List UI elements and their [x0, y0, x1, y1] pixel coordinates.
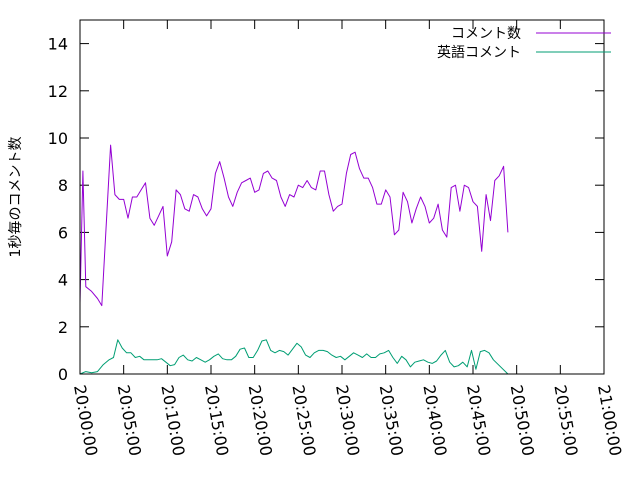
x-tick-label: 20:35:00	[376, 383, 407, 457]
x-tick-label: 20:50:00	[507, 383, 538, 457]
x-tick-labels: 20:00:00 20:05:00 20:10:00 20:15:00 20:20:00…	[70, 383, 625, 457]
x-tick-label: 20:20:00	[245, 383, 276, 457]
y-tick-label: 12	[48, 82, 68, 101]
x-tick-label: 20:40:00	[419, 383, 450, 457]
series-lines	[79, 144, 509, 375]
series-line-2	[79, 339, 509, 375]
x-tick-label: 21:00:00	[594, 383, 625, 457]
y-tick-marks	[80, 43, 604, 375]
legend-label: 英語コメント	[437, 44, 521, 61]
x-tick-label: 20:05:00	[114, 383, 145, 457]
y-tick-label: 2	[58, 318, 68, 337]
x-tick-label: 20:45:00	[463, 383, 494, 457]
x-tick-label: 20:15:00	[201, 383, 232, 457]
y-tick-label: 4	[58, 271, 68, 290]
x-tick-label: 20:30:00	[332, 383, 363, 457]
x-tick-label: 20:10:00	[157, 383, 188, 457]
legend-label: コメント数	[451, 26, 521, 42]
x-tick-marks	[79, 20, 605, 374]
y-tick-label: 0	[58, 365, 68, 384]
y-tick-label: 8	[58, 176, 68, 195]
series-line-1	[79, 144, 509, 307]
y-tick-labels: 0 2 4 6 8 10 12 14	[48, 35, 68, 384]
x-tick-label: 20:55:00	[550, 383, 581, 457]
y-tick-label: 10	[48, 129, 68, 148]
plot-frame	[79, 19, 605, 375]
x-tick-label: 20:00:00	[70, 383, 101, 457]
y-tick-label: 6	[58, 223, 68, 242]
y-axis-label: 1秒毎のコメント数	[8, 137, 24, 258]
y-tick-label: 14	[48, 35, 68, 54]
x-tick-label: 20:25:00	[288, 383, 319, 457]
